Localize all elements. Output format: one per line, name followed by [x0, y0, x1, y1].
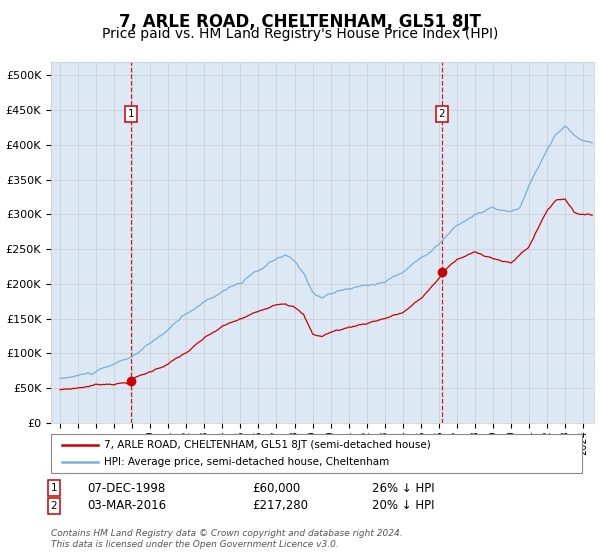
Text: HPI: Average price, semi-detached house, Cheltenham: HPI: Average price, semi-detached house,… — [104, 457, 389, 467]
Text: 07-DEC-1998: 07-DEC-1998 — [87, 482, 165, 495]
Text: £217,280: £217,280 — [252, 499, 308, 512]
Text: 26% ↓ HPI: 26% ↓ HPI — [372, 482, 434, 495]
Text: 1: 1 — [50, 483, 58, 493]
Text: Price paid vs. HM Land Registry's House Price Index (HPI): Price paid vs. HM Land Registry's House … — [102, 27, 498, 41]
Text: Contains HM Land Registry data © Crown copyright and database right 2024.
This d: Contains HM Land Registry data © Crown c… — [51, 529, 403, 549]
Text: £60,000: £60,000 — [252, 482, 300, 495]
Text: 2: 2 — [439, 109, 445, 119]
Text: 7, ARLE ROAD, CHELTENHAM, GL51 8JT (semi-detached house): 7, ARLE ROAD, CHELTENHAM, GL51 8JT (semi… — [104, 440, 431, 450]
Text: 03-MAR-2016: 03-MAR-2016 — [87, 499, 166, 512]
Text: 2: 2 — [50, 501, 58, 511]
Text: 1: 1 — [127, 109, 134, 119]
Text: 20% ↓ HPI: 20% ↓ HPI — [372, 499, 434, 512]
Text: 7, ARLE ROAD, CHELTENHAM, GL51 8JT: 7, ARLE ROAD, CHELTENHAM, GL51 8JT — [119, 13, 481, 31]
